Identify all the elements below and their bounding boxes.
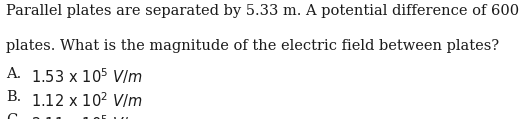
Text: plates. What is the magnitude of the electric field between plates?: plates. What is the magnitude of the ele… <box>6 39 499 53</box>
Text: A.: A. <box>6 67 21 81</box>
Text: C.: C. <box>6 113 22 119</box>
Text: B.: B. <box>6 90 21 104</box>
Text: $\mathregular{1.53\ x\ 10}^{5}\ \mathit{V/m}$: $\mathregular{1.53\ x\ 10}^{5}\ \mathit{… <box>31 67 143 86</box>
Text: $\mathregular{1.12\ x\ 10}^{2}\ \mathit{V/m}$: $\mathregular{1.12\ x\ 10}^{2}\ \mathit{… <box>31 90 143 110</box>
Text: $\mathregular{2.11\ x\ 10}^{5}\ \mathit{V/m}$: $\mathregular{2.11\ x\ 10}^{5}\ \mathit{… <box>31 113 143 119</box>
Text: Parallel plates are separated by 5.33 m. A potential difference of 600V exists b: Parallel plates are separated by 5.33 m.… <box>6 4 519 18</box>
